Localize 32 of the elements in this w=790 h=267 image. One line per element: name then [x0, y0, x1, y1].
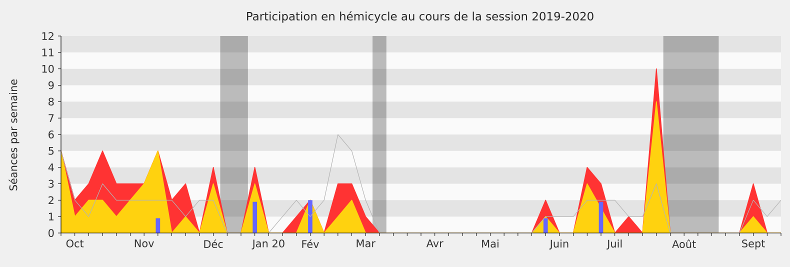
y-tick-label: 4: [48, 164, 54, 172]
x-tick-label: Fév: [302, 240, 319, 248]
x-tick-label: Mar: [356, 240, 376, 248]
y-tick-label: 8: [48, 98, 54, 106]
y-tick-label: 6: [48, 130, 54, 138]
bar: [252, 202, 258, 233]
y-tick-label: 0: [48, 229, 54, 237]
chart-title: Participation en hémicycle au cours de la session 2019-2020: [247, 11, 594, 23]
x-tick-label: Sept: [742, 240, 765, 250]
x-tick-label: Mai: [482, 240, 498, 248]
x-tick-label: Août: [672, 240, 696, 248]
y-tick-label: 1: [48, 212, 54, 220]
y-tick-label: 2: [48, 196, 54, 204]
x-tick-label: Nov: [134, 240, 154, 248]
x-tick-label: Oct: [66, 240, 84, 248]
x-tick-label: Avr: [426, 240, 444, 248]
y-tick-label: 9: [48, 81, 54, 90]
y-tick-label: 12: [42, 32, 54, 40]
y-tick-label: 10: [42, 64, 54, 73]
x-tick-label: Jan 20: [252, 240, 284, 250]
x-tick-label: Déc: [204, 240, 223, 248]
y-tick-label: 11: [42, 48, 54, 56]
y-tick-label: 7: [48, 114, 54, 122]
x-tick-label: Juin: [549, 240, 568, 250]
y-tick-label: 3: [48, 180, 54, 188]
y-axis-title: Séances par semaine: [8, 79, 20, 190]
bar: [308, 200, 312, 233]
x-tick-label: Juil: [606, 240, 622, 250]
bar: [598, 202, 604, 233]
y-tick-label: 5: [48, 147, 54, 155]
bar: [156, 218, 160, 233]
bar: [543, 218, 548, 233]
